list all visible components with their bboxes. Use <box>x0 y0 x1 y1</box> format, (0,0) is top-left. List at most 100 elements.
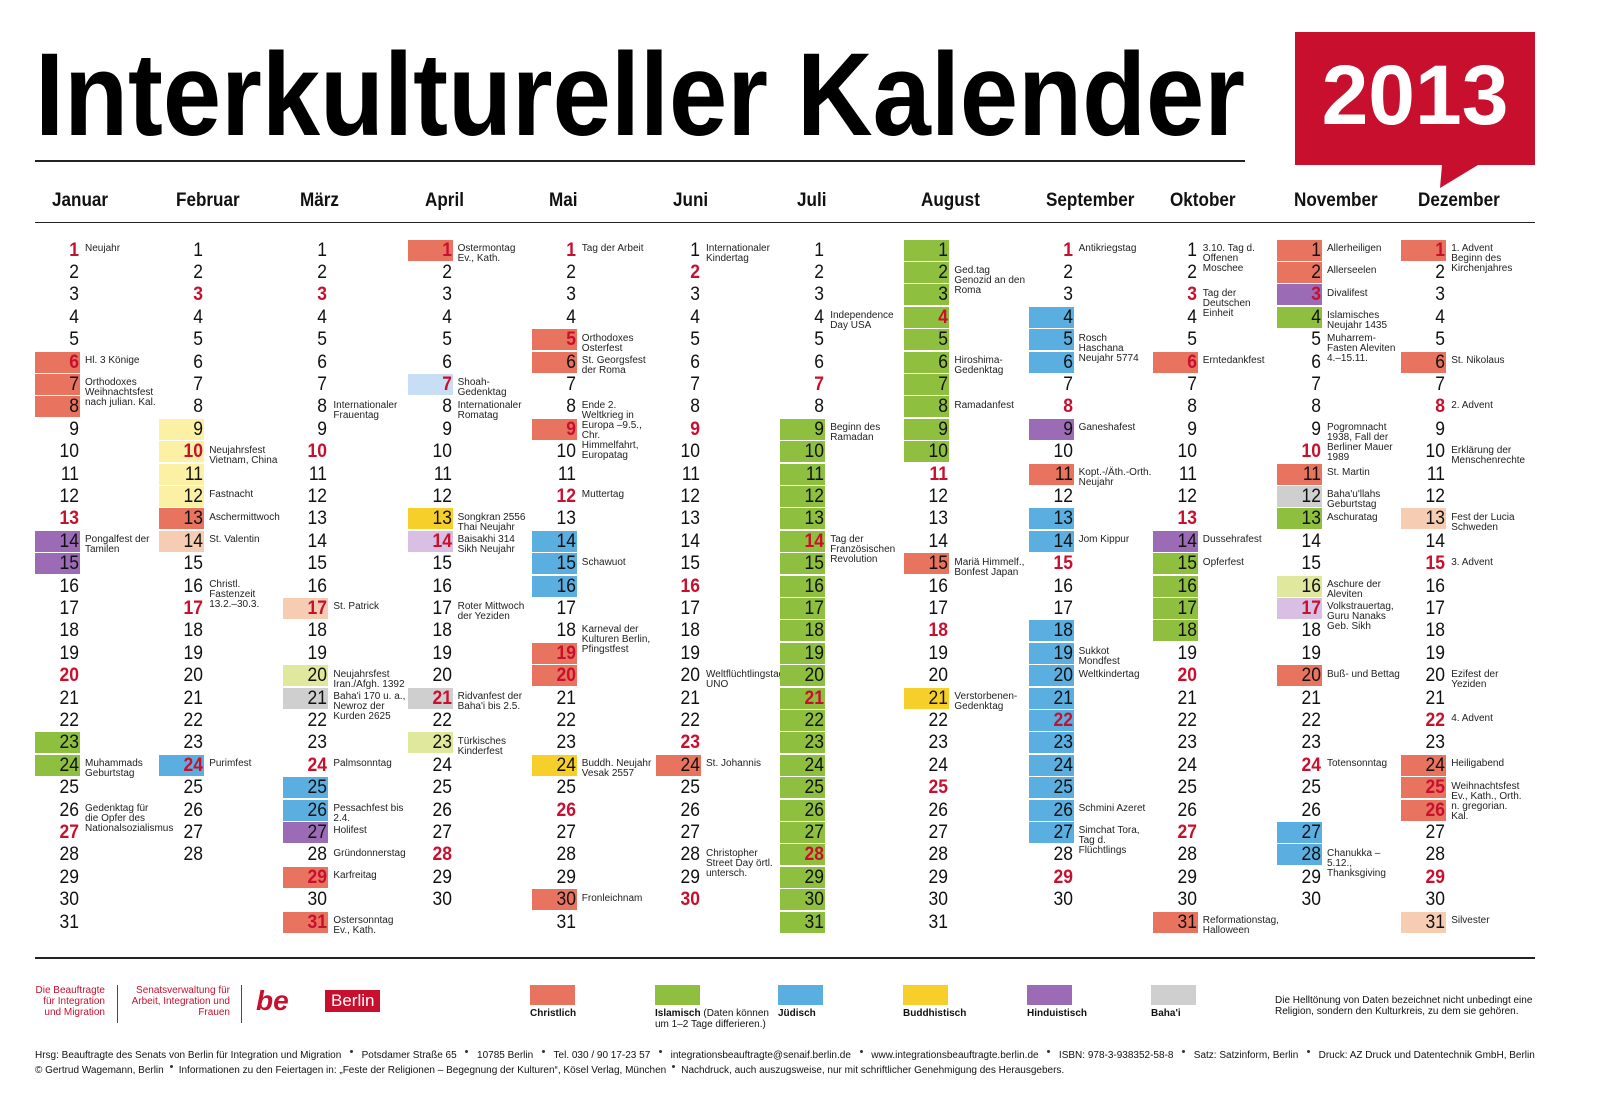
day-number: 26 <box>556 799 576 821</box>
day-number: 21 <box>1177 687 1197 709</box>
day-number: 21 <box>928 687 949 709</box>
day-number: 5 <box>814 329 825 351</box>
day-highlight <box>1401 508 1447 530</box>
day-number: 4 <box>1062 306 1073 328</box>
footer-item: Potsdamer Straße 65 <box>361 1050 457 1061</box>
day-number: 7 <box>69 373 79 395</box>
day-number: 3 <box>938 284 949 306</box>
footer-item: Hrsg: Beauftragte des Senats von Berlin … <box>35 1050 342 1061</box>
day-number: 12 <box>59 485 79 507</box>
day-highlight <box>780 530 826 552</box>
day-number: 7 <box>1435 373 1446 395</box>
day-number: 21 <box>432 687 452 709</box>
day-number: 15 <box>307 553 328 575</box>
day-number: 30 <box>1177 889 1197 911</box>
year-badge <box>1295 32 1535 188</box>
month-name: Juni <box>673 190 709 211</box>
day-number: 19 <box>928 642 949 664</box>
day-highlight <box>780 754 826 776</box>
year: 2013 <box>1322 48 1509 142</box>
day-note: Beginn des Ramadan <box>830 422 881 444</box>
day-note: Ged.tag Genozid an den Roma <box>954 265 1026 297</box>
day-note: Pongalfest der Tamilen <box>85 534 150 556</box>
day-number: 12 <box>680 485 700 507</box>
legend-swatch <box>1151 985 1196 1005</box>
separator-dot <box>349 1050 353 1053</box>
day-number: 8 <box>938 396 949 418</box>
day-highlight <box>35 396 80 418</box>
day-number: 29 <box>1053 866 1073 888</box>
day-note: Baha'u'llahs Geburtstag <box>1327 489 1381 511</box>
day-number: 10 <box>1177 441 1197 463</box>
day-note: 1. Advent Beginn des Kirchenjahres <box>1451 243 1513 274</box>
day-highlight <box>531 553 577 575</box>
day-number: 3 <box>814 284 825 306</box>
day-number: 25 <box>432 777 452 799</box>
day-note: Weltflüchtlingstag UNO <box>706 668 785 690</box>
day-number: 11 <box>806 463 825 485</box>
legend-label: Hinduistisch <box>1027 1008 1088 1019</box>
day-number: 10 <box>556 441 576 463</box>
day-number: 24 <box>1301 754 1321 776</box>
day-number: 15 <box>432 553 452 575</box>
day-highlight <box>1152 530 1198 552</box>
day-highlight <box>1028 418 1074 440</box>
day-number: 4 <box>690 306 700 328</box>
day-number: 4 <box>566 306 576 328</box>
day-number: 12 <box>183 485 204 507</box>
day-number: 29 <box>432 866 452 888</box>
day-number: 10 <box>183 441 204 463</box>
day-number: 4 <box>69 306 79 328</box>
day-number: 8 <box>69 396 79 418</box>
legend-label: Islamisch <box>655 1008 701 1019</box>
day-note: Muttertag <box>581 489 625 501</box>
day-highlight <box>283 821 329 843</box>
legend-entry: Jüdisch <box>778 1008 898 1019</box>
header-rule <box>35 222 1535 223</box>
legend-label: Christlich <box>530 1008 577 1019</box>
day-number: 19 <box>183 642 204 664</box>
day-highlight <box>283 665 329 687</box>
day-note: Tag der Arbeit <box>581 243 644 254</box>
legend-swatch <box>530 985 575 1005</box>
day-number: 22 <box>432 709 452 731</box>
day-highlight <box>1028 687 1074 709</box>
day-highlight <box>35 530 80 552</box>
day-number: 12 <box>432 485 452 507</box>
day-number: 11 <box>185 463 204 485</box>
day-note: Internationaler Frauentag <box>333 399 398 421</box>
day-note: Mariä Himmelf., Bonfest Japan <box>954 556 1025 578</box>
day-note: Volkstrauertag, Guru Nanaks Geb. Sikh <box>1327 601 1394 633</box>
logo-text: Die Beauftragte für Integration und Migr… <box>35 985 106 1018</box>
day-note: Chanukka –5.12., Thanksgiving <box>1327 847 1386 879</box>
day-note: Orthodoxes Osterfest <box>581 332 634 354</box>
day-number: 13 <box>804 508 825 530</box>
day-highlight <box>159 463 205 485</box>
day-highlight <box>780 418 826 440</box>
day-number: 21 <box>59 687 79 709</box>
day-number: 26 <box>307 799 328 821</box>
day-number: 4 <box>1435 306 1446 328</box>
day-number: 8 <box>566 396 576 418</box>
day-highlight <box>904 373 950 395</box>
day-number: 23 <box>183 732 204 754</box>
day-number: 24 <box>307 754 328 776</box>
day-note: Baisakhi 314 Sikh Neujahr <box>457 534 515 556</box>
day-number: 13 <box>1301 508 1321 530</box>
day-number: 6 <box>193 351 204 373</box>
day-highlight <box>780 844 826 866</box>
day-number: 4 <box>1311 306 1321 328</box>
day-note: Pogromnacht 1938, Fall der Berliner Maue… <box>1327 422 1393 464</box>
day-number: 25 <box>680 777 700 799</box>
day-number: 19 <box>1177 642 1197 664</box>
footer-item: © Gertrud Wagemann, Berlin <box>35 1065 164 1076</box>
day-number: 31 <box>59 911 79 933</box>
day-number: 7 <box>938 373 949 395</box>
day-number: 7 <box>690 373 700 395</box>
day-number: 17 <box>1177 597 1197 619</box>
day-number: 20 <box>556 665 576 687</box>
day-number: 11 <box>1178 463 1197 485</box>
day-number: 20 <box>928 665 949 687</box>
day-number: 29 <box>556 866 576 888</box>
day-note: Totensonntag <box>1327 758 1388 770</box>
